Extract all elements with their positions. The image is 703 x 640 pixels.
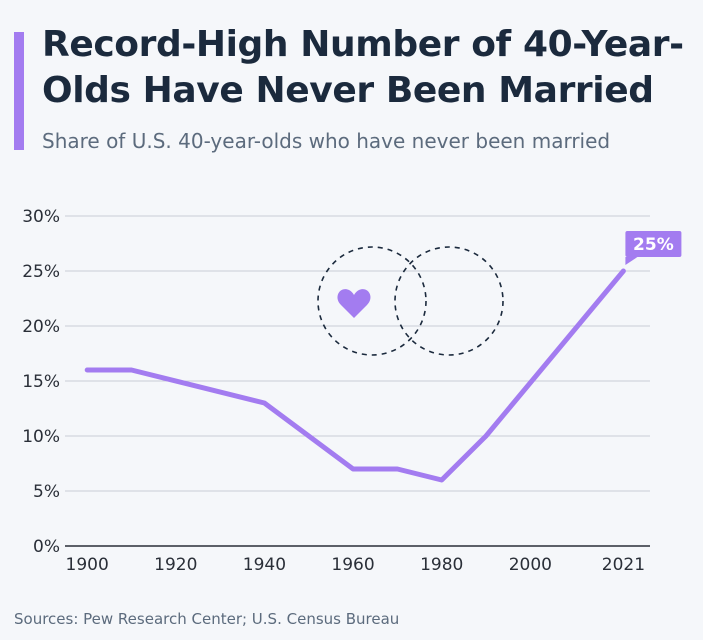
end-value-label: 25%	[625, 231, 682, 265]
x-tick-label: 1940	[243, 555, 286, 575]
title-accent-bar	[14, 32, 24, 150]
x-tick-label: 1900	[66, 555, 109, 575]
x-tick-label: 2021	[602, 555, 645, 575]
source-note: Sources: Pew Research Center; U.S. Censu…	[14, 610, 400, 628]
end-value-label-text: 25%	[633, 235, 674, 255]
y-axis-ticks: 0% 5% 10% 15% 20% 25% 30%	[22, 207, 60, 557]
y-tick-label: 25%	[22, 262, 60, 282]
chart-title: Record-High Number of 40-Year-Olds Have …	[42, 24, 684, 111]
heart-icon	[337, 289, 371, 318]
y-tick-label: 20%	[22, 317, 60, 337]
x-tick-label: 1980	[420, 555, 463, 575]
end-value-label-pointer	[625, 257, 638, 265]
series-line	[84, 268, 626, 483]
gridlines	[65, 215, 650, 547]
dashed-circle-icon	[394, 246, 504, 356]
x-tick-label: 1960	[331, 555, 374, 575]
y-tick-label: 5%	[33, 482, 60, 502]
y-tick-label: 10%	[22, 427, 60, 447]
x-tick-label: 1920	[154, 555, 197, 575]
never-married-illustration	[317, 246, 504, 356]
x-axis-ticks: 1900 1920 1940 1960 1980 2000 2021	[66, 555, 646, 575]
end-value-label-box	[625, 231, 682, 257]
y-tick-label: 0%	[33, 537, 60, 557]
y-tick-label: 15%	[22, 372, 60, 392]
data-points	[87, 270, 624, 481]
x-tick-label: 2000	[509, 555, 552, 575]
y-tick-label: 30%	[22, 207, 60, 227]
chart-subtitle: Share of U.S. 40-year-olds who have neve…	[42, 129, 611, 153]
dashed-circle-icon	[317, 246, 427, 356]
